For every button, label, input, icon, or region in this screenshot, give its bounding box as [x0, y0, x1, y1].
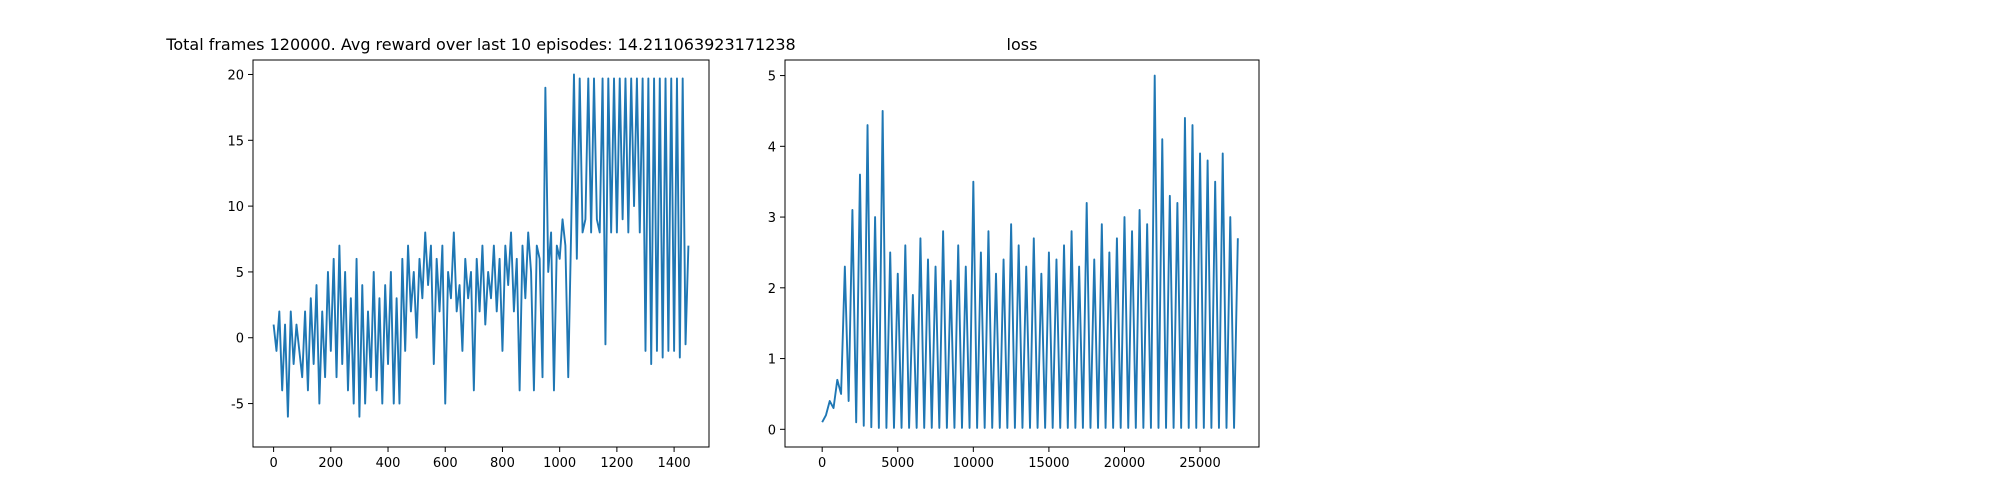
x-tick-label: 400: [376, 456, 401, 471]
plot-frame: [252, 59, 710, 448]
y-tick-label: 2: [768, 282, 776, 297]
x-tick-label: 1000: [543, 456, 576, 471]
y-tick-label: 1: [768, 353, 776, 368]
y-tick-label: 10: [227, 200, 244, 215]
y-tick-label: -5: [231, 398, 244, 413]
chart-title: Total frames 120000. Avg reward over las…: [165, 35, 795, 54]
data-line: [821, 74, 1239, 429]
x-tick-label: 1200: [600, 456, 633, 471]
x-tick-label: 600: [433, 456, 458, 471]
x-tick-label: 20000: [1104, 456, 1145, 471]
x-tick-label: 10000: [953, 456, 994, 471]
x-tick-label: 0: [269, 456, 277, 471]
x-tick-label: 0: [818, 456, 826, 471]
chart-title: loss: [1007, 35, 1038, 54]
y-tick-label: 20: [227, 68, 244, 83]
y-tick-label: 3: [768, 211, 776, 226]
y-tick-label: 5: [768, 70, 776, 85]
x-tick-label: 200: [318, 456, 343, 471]
x-tick-label: 5000: [881, 456, 914, 471]
y-tick-label: 4: [768, 140, 776, 155]
y-tick-label: 5: [236, 266, 244, 281]
y-tick-label: 0: [768, 423, 776, 438]
x-tick-label: 800: [490, 456, 515, 471]
plot-frame: [784, 59, 1260, 448]
data-line: [272, 73, 690, 418]
y-tick-label: 15: [227, 134, 244, 149]
x-tick-label: 1400: [658, 456, 691, 471]
x-tick-label: 25000: [1179, 456, 1220, 471]
y-tick-label: 0: [236, 332, 244, 347]
x-tick-label: 15000: [1028, 456, 1069, 471]
